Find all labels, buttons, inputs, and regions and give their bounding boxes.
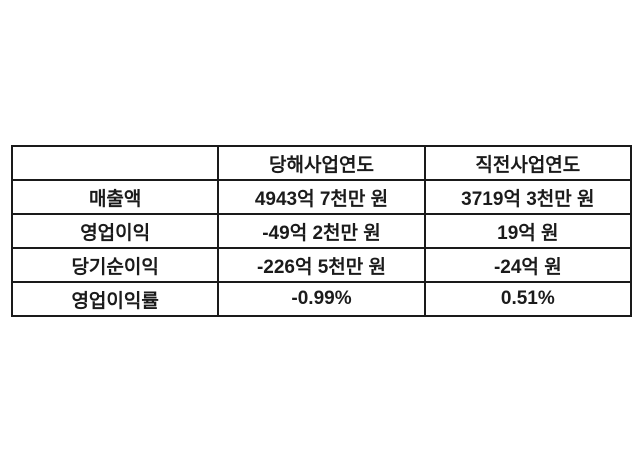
table-row-operating-margin: 영업이익률 -0.99% 0.51% [10, 281, 633, 317]
row-label-operating-margin: 영업이익률 [10, 281, 220, 317]
net-income-current-value: -226억 5천만 원 [217, 247, 426, 283]
operating-margin-current-value: -0.99% [217, 281, 426, 317]
header-empty-cell [10, 145, 220, 181]
revenue-previous-value: 3719억 3천만 원 [423, 179, 633, 215]
revenue-current-value: 4943억 7천만 원 [217, 179, 426, 215]
table-row-operating-profit: 영업이익 -49억 2천만 원 19억 원 [10, 213, 633, 249]
row-label-operating-profit: 영업이익 [10, 213, 220, 249]
header-current-fiscal-year: 당해사업연도 [217, 145, 426, 181]
row-label-net-income: 당기순이익 [10, 247, 220, 283]
table-header-row: 당해사업연도 직전사업연도 [10, 145, 633, 181]
row-label-revenue: 매출액 [10, 179, 220, 215]
table-row-net-income: 당기순이익 -226억 5천만 원 -24억 원 [10, 247, 633, 283]
operating-profit-previous-value: 19억 원 [423, 213, 633, 249]
operating-margin-previous-value: 0.51% [423, 281, 633, 317]
net-income-previous-value: -24억 원 [423, 247, 633, 283]
financial-summary-table: 당해사업연도 직전사업연도 매출액 4943억 7천만 원 3719억 3천만 … [10, 145, 633, 317]
operating-profit-current-value: -49억 2천만 원 [217, 213, 426, 249]
table-row-revenue: 매출액 4943억 7천만 원 3719억 3천만 원 [10, 179, 633, 215]
header-previous-fiscal-year: 직전사업연도 [423, 145, 633, 181]
